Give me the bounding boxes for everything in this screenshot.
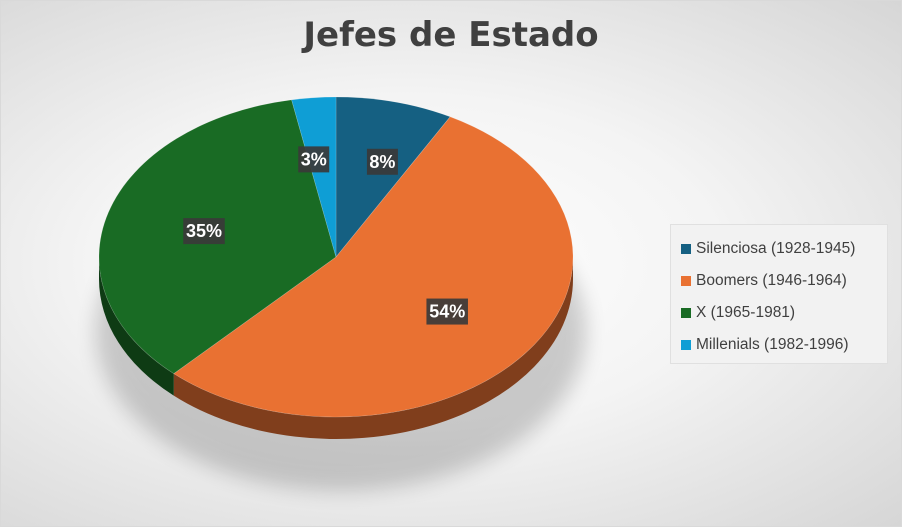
data-label-text: 8% xyxy=(369,152,395,172)
data-label-millenials: 3% xyxy=(298,146,330,173)
pie-slice-millenials xyxy=(291,96,337,258)
data-label-silenciosa: 8% xyxy=(366,148,398,175)
data-label-x: 35% xyxy=(183,218,225,245)
legend-item-silenciosa: Silenciosa (1928-1945) xyxy=(681,233,887,265)
legend-item-millenials: Millenials (1982-1996) xyxy=(681,329,887,361)
data-label-text: 54% xyxy=(429,302,465,322)
data-label-text: 3% xyxy=(301,149,327,169)
pie-slice-silenciosa xyxy=(335,96,451,258)
legend: Silenciosa (1928-1945) Boomers (1946-196… xyxy=(670,224,888,364)
data-label-box xyxy=(298,146,330,173)
legend-swatch xyxy=(681,244,691,254)
legend-item-boomers: Boomers (1946-1964) xyxy=(681,265,887,297)
pie-slice-side-x xyxy=(99,257,174,396)
pie-slice-boomers xyxy=(173,116,574,418)
pie-slice-side-boomers xyxy=(173,257,573,439)
legend-swatch xyxy=(681,340,691,350)
legend-label: X (1965-1981) xyxy=(696,304,796,321)
data-label-box xyxy=(426,298,468,325)
data-label-box xyxy=(183,218,225,245)
legend-label: Boomers (1946-1964) xyxy=(696,272,847,289)
legend-swatch xyxy=(681,308,691,318)
data-label-box xyxy=(366,148,398,175)
data-label-boomers: 54% xyxy=(426,298,468,325)
legend-label: Millenials (1982-1996) xyxy=(696,336,849,353)
legend-item-x: X (1965-1981) xyxy=(681,297,887,329)
legend-swatch xyxy=(681,276,691,286)
data-label-text: 35% xyxy=(186,221,222,241)
legend-label: Silenciosa (1928-1945) xyxy=(696,240,856,257)
chart-title: Jefes de Estado xyxy=(303,15,599,55)
